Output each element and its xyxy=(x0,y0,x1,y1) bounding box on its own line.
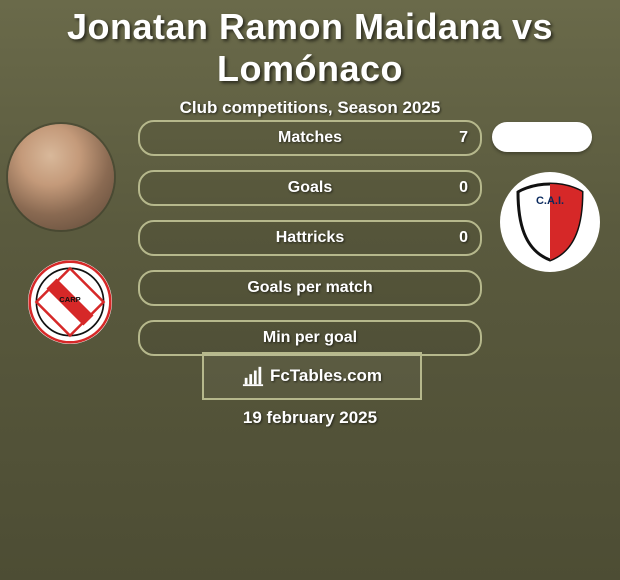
stats-list: Matches 7 Goals 0 Hattricks 0 Goals per … xyxy=(138,120,482,370)
stat-row-min-per-goal: Min per goal xyxy=(138,320,482,356)
stat-row-goals-per-match: Goals per match xyxy=(138,270,482,306)
page-subtitle: Club competitions, Season 2025 xyxy=(0,98,620,118)
page-title: Jonatan Ramon Maidana vs Lomónaco xyxy=(0,0,620,90)
independiente-icon: C.A.I. xyxy=(500,172,600,272)
comparison-card: Jonatan Ramon Maidana vs Lomónaco Club c… xyxy=(0,0,620,580)
stat-row-matches: Matches 7 xyxy=(138,120,482,156)
player-right-avatar xyxy=(492,122,592,152)
player-left-avatar xyxy=(8,124,114,230)
svg-text:C.A.I.: C.A.I. xyxy=(536,195,564,207)
stat-label: Goals xyxy=(288,179,332,197)
stat-row-goals: Goals 0 xyxy=(138,170,482,206)
stat-value-right: 0 xyxy=(459,179,468,197)
river-plate-icon: CARP xyxy=(28,260,112,344)
stat-row-hattricks: Hattricks 0 xyxy=(138,220,482,256)
stat-value-right: 7 xyxy=(459,129,468,147)
stat-label: Goals per match xyxy=(247,279,372,297)
generation-date: 19 february 2025 xyxy=(0,408,620,428)
stat-label: Hattricks xyxy=(276,229,344,247)
svg-text:CARP: CARP xyxy=(59,295,80,304)
branding-box[interactable]: FcTables.com xyxy=(202,352,422,400)
chart-bar-icon xyxy=(242,365,264,387)
stat-label: Min per goal xyxy=(263,329,357,347)
stat-value-right: 0 xyxy=(459,229,468,247)
club-right-badge: C.A.I. xyxy=(500,172,600,272)
stat-label: Matches xyxy=(278,129,342,147)
branding-text: FcTables.com xyxy=(270,366,382,386)
club-left-badge: CARP xyxy=(28,260,112,344)
